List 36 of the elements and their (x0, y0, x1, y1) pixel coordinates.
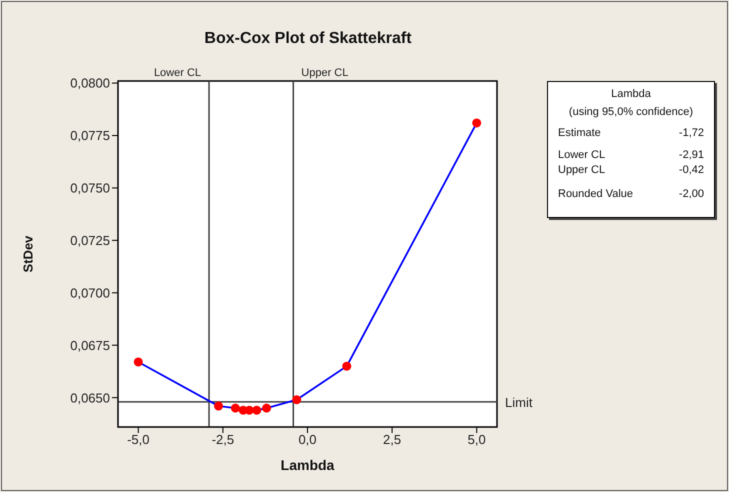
point (230, 404, 240, 413)
y-axis-title: StDev (20, 234, 36, 272)
text: (using 95,0% confidence) (568, 106, 694, 118)
ref-line-label: Upper CL (301, 67, 348, 79)
x-tick-label: 0,0 (298, 432, 317, 448)
x-tick-label: -5,0 (127, 432, 150, 448)
text: Upper CL (558, 164, 606, 176)
ref-line-label: Lower CL (154, 67, 202, 79)
text: Estimate (558, 127, 601, 139)
x-axis-title: Lambda (280, 457, 335, 473)
text: -1,72 (678, 127, 704, 139)
text: Lower CL (558, 149, 606, 161)
y-tick-label: 0,0775 (70, 128, 110, 144)
ref-line-label: Limit (505, 394, 533, 410)
point (134, 357, 143, 366)
point (262, 404, 272, 413)
y-tick-label: 0,0700 (70, 285, 110, 300)
text: Rounded Value (558, 188, 634, 200)
text: -2,00 (678, 188, 704, 200)
x-tick-label: -2,5 (212, 432, 234, 448)
point (252, 406, 262, 415)
point (292, 395, 302, 404)
y-tick-label: 0,0675 (70, 338, 110, 353)
text: Lambda (610, 88, 652, 100)
y-tick-label: 0,0800 (70, 76, 110, 91)
chart-title: Box-Cox Plot of Skattekraft (203, 30, 413, 48)
point (472, 118, 482, 128)
text: -0,42 (678, 164, 704, 176)
x-tick-label: 2,5 (383, 432, 402, 448)
y-tick-label: 0,0725 (70, 232, 110, 248)
point (214, 402, 224, 411)
text: -2,91 (678, 149, 704, 161)
x-tick-label: 5,0 (468, 432, 486, 448)
y-tick-label: 0,0650 (70, 390, 110, 406)
y-tick-label: 0,0750 (70, 180, 110, 196)
point (342, 362, 352, 371)
